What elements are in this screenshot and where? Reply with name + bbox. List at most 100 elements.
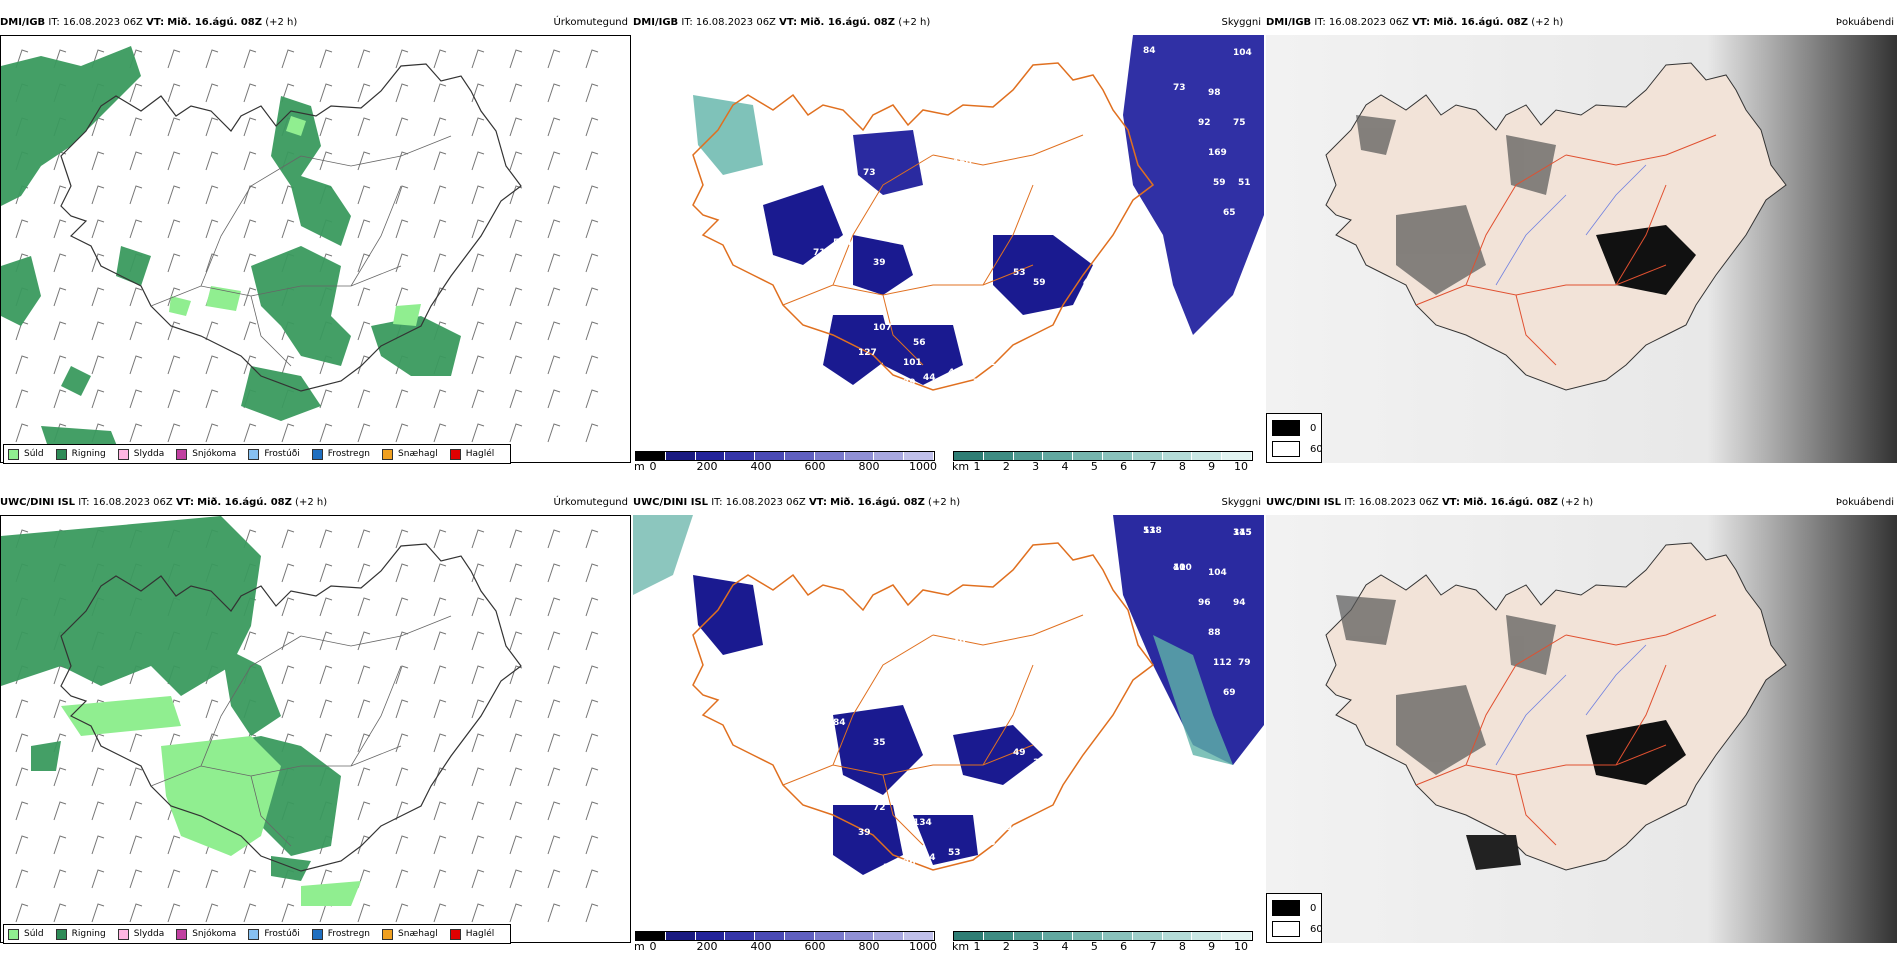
colorbar-swatch (1102, 932, 1133, 940)
precip-type-panel-bottom: UWC/DINI ISL IT: 16.08.2023 06Z VT: Mið.… (0, 493, 631, 953)
fog-legend-swatch (1272, 900, 1300, 916)
fog-legend-swatch (1272, 921, 1300, 937)
colorbar-swatch (1222, 452, 1252, 460)
precip-legend-label: Súld (24, 449, 44, 459)
precip-legend-item: Snjókoma (176, 928, 236, 940)
wind-barb (395, 529, 409, 549)
cloud-base-label: 84 (1143, 46, 1156, 56)
colorbar-swatch (1073, 452, 1103, 460)
colorbar-swatch (636, 452, 666, 460)
precip-legend-label: Haglél (465, 929, 495, 939)
fog-panel-bottom: UWC/DINI ISL IT: 16.08.2023 06Z VT: Mið.… (1266, 493, 1897, 953)
vt-value: Mið. 16.ágú. 08Z (1433, 17, 1529, 28)
fog-map-svg (1266, 35, 1897, 463)
wind-barb (243, 355, 257, 375)
fog-legend-label: 60 (1310, 923, 1323, 935)
wind-barb (243, 253, 257, 273)
wind-barb (357, 631, 371, 651)
wind-barb (129, 321, 143, 341)
cloud-area-ne (1123, 35, 1264, 335)
colorbar-tick: 4 (1061, 940, 1069, 953)
colorbar-swatch (665, 452, 696, 460)
cloud-base-label: 51 (1238, 178, 1251, 188)
wind-barb (509, 219, 523, 239)
cloud-base-label: 73 (943, 618, 956, 628)
colorbar-tick: 3 (1032, 940, 1040, 953)
wind-barb (471, 355, 485, 375)
precip-legend-swatch (248, 448, 260, 460)
wind-barb (205, 49, 219, 69)
wind-barb (205, 117, 219, 137)
cloud-base-label: 79 (1238, 658, 1251, 668)
roads (782, 134, 1084, 366)
cloud-base-label: 62 (938, 183, 951, 193)
cloud-base-label: 108 (903, 318, 922, 328)
wind-barb (509, 563, 523, 583)
wind-barb (585, 597, 599, 617)
cloud-base-label: 50 (993, 343, 1006, 353)
wind-barb (509, 253, 523, 273)
cloud-base-label: 70 (863, 648, 876, 658)
wind-barb (129, 151, 143, 171)
panel-header: UWC/DINI ISL IT: 16.08.2023 06Z VT: Mið.… (0, 493, 631, 513)
height-colorbar-swatches (635, 931, 935, 941)
model-name: DMI/IGB (0, 17, 46, 28)
wind-barb (509, 185, 523, 205)
colorbar-swatch (784, 932, 815, 940)
precip-legend-label: Rigning (71, 929, 106, 939)
precip-legend-swatch (117, 928, 129, 940)
wind-barb (281, 597, 295, 617)
precip-legend-swatch (55, 448, 67, 460)
precip-legend-label: Slydda (133, 449, 165, 459)
precip-legend-item: Frostúði (248, 448, 300, 460)
wind-barb (433, 563, 447, 583)
colorbar-swatch (784, 452, 815, 460)
colorbar-swatch (1073, 932, 1103, 940)
colorbar-tick: 3 (1032, 460, 1040, 473)
wind-barb (547, 665, 561, 685)
wind-barb (167, 151, 181, 171)
wind-barb (433, 83, 447, 103)
wind-barb (205, 355, 219, 375)
colorbar-swatch (1043, 932, 1074, 940)
precip-legend-swatch (449, 448, 461, 460)
wind-barb (509, 389, 523, 409)
iceland-land (1325, 542, 1787, 871)
wind-barb (509, 287, 523, 307)
wind-barb (509, 49, 523, 69)
model-name: UWC/DINI ISL (1266, 497, 1342, 508)
wind-barb (509, 903, 523, 923)
wind-barb (319, 117, 333, 137)
cloud-base-label: 41 (1083, 278, 1096, 288)
cloud-base-label: 127 (858, 348, 877, 358)
wind-barb (547, 529, 561, 549)
cloud-base-label: 44 (923, 373, 936, 383)
colorbar-tick: 2 (1002, 460, 1010, 473)
wind-barb (471, 83, 485, 103)
cloud-base-label: 34 (883, 383, 896, 393)
colorbar-tick: 2 (1002, 940, 1010, 953)
colorbar-swatch (725, 932, 756, 940)
wind-barb (585, 117, 599, 137)
cloud-base-label: 41 (1173, 563, 1186, 573)
wind-barb (243, 869, 257, 889)
cloud-base-label: 35 (873, 738, 886, 748)
colorbar-tick: 10 (1234, 460, 1248, 473)
wind-barb (547, 869, 561, 889)
cloud-base-label: 41 (948, 368, 961, 378)
colorbar-tick: 9 (1208, 460, 1216, 473)
wind-barb (205, 423, 219, 443)
cloud-base-label: 39 (873, 258, 886, 268)
cloud-base-label: 345 (1233, 528, 1252, 538)
wind-barb (243, 117, 257, 137)
wind-barb (471, 253, 485, 273)
wind-barb (471, 767, 485, 787)
model-name: DMI/IGB (633, 17, 679, 28)
panel-header: DMI/IGB IT: 16.08.2023 06Z VT: Mið. 16.á… (1266, 13, 1897, 33)
cloud-base-label: 34 (923, 853, 936, 863)
precip-map (0, 515, 631, 943)
wind-barb (129, 219, 143, 239)
visibility-ticks: 1 2 3 4 5 6 7 8 9 10 (953, 940, 1253, 953)
fog-legend-row: 60 (1272, 441, 1323, 457)
fog-legend-row: 60 (1272, 921, 1323, 937)
